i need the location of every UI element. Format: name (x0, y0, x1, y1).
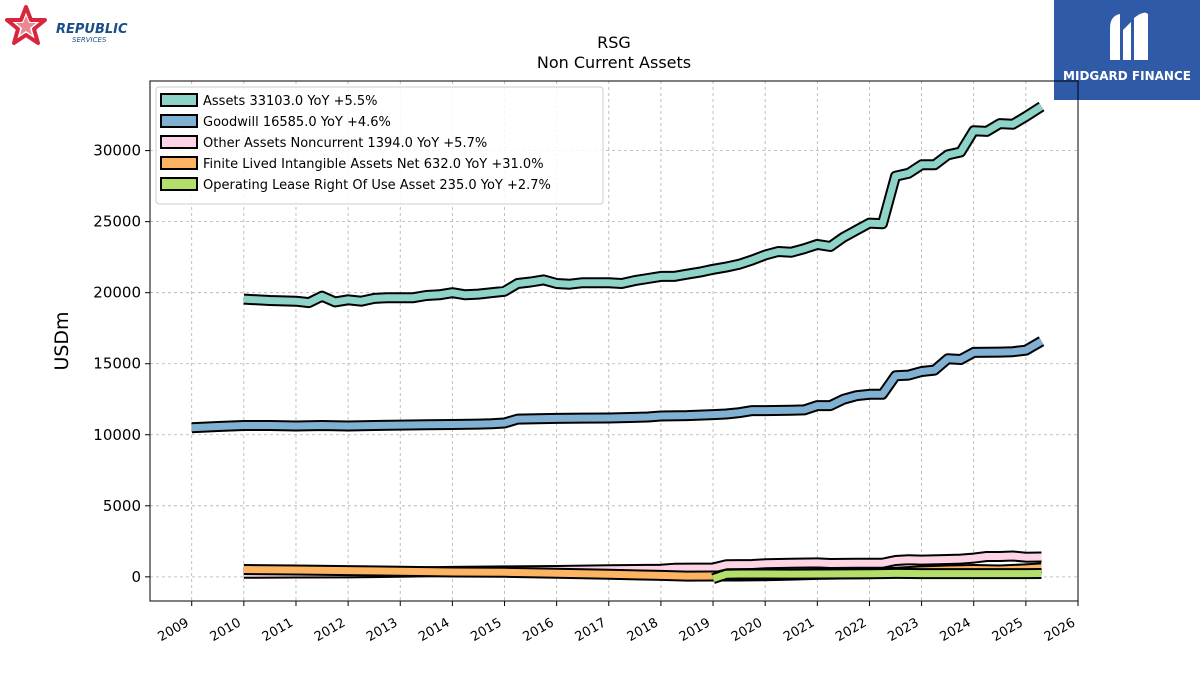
legend-swatch (160, 135, 198, 149)
republic-star-icon: REPUBLIC SERVICES (5, 5, 128, 45)
legend-swatch (160, 156, 198, 170)
legend-entry: Operating Lease Right Of Use Asset 235.0… (203, 178, 551, 193)
x-tick-label: 2015 (468, 615, 504, 645)
series-lines (191, 101, 1045, 584)
legend: Assets 33103.0 YoY +5.5% Goodwill 16585.0… (155, 86, 604, 205)
y-axis-label: USDm (51, 311, 73, 370)
x-tick-label: 2019 (677, 615, 713, 645)
legend-swatch (160, 177, 198, 191)
series-line (711, 569, 1042, 583)
plot-frame (149, 80, 1079, 602)
logo-text-services: SERVICES (72, 36, 107, 44)
chart-title: RSG (597, 33, 631, 52)
series-line (191, 338, 1044, 432)
chart-subtitle: Non Current Assets (537, 53, 691, 72)
y-tick-label: 5000 (103, 497, 141, 515)
y-tick-label: 20000 (93, 284, 141, 302)
x-tick-label: 2020 (729, 615, 765, 645)
x-tick-label: 2012 (312, 615, 348, 645)
x-tick-label: 2017 (573, 615, 609, 645)
legend-entry: Goodwill 16585.0 YoY +4.6% (203, 115, 391, 130)
legend-swatch (160, 114, 198, 128)
x-tick-label: 2016 (520, 615, 556, 645)
x-tick-label: 2010 (208, 615, 244, 645)
x-tick-label: 2026 (1042, 615, 1078, 645)
x-tick-label: 2022 (833, 615, 869, 645)
republic-services-logo: REPUBLIC SERVICES (4, 4, 154, 56)
y-tick-label: 25000 (93, 213, 141, 231)
x-tick-label: 2023 (885, 615, 921, 645)
x-tick-label: 2009 (156, 615, 192, 645)
y-tick-label: 10000 (93, 426, 141, 444)
y-tick-label: 30000 (93, 142, 141, 160)
x-tick-label: 2024 (938, 615, 974, 645)
midgard-m-icon: MIDGARD FINANCE (1063, 12, 1191, 83)
series-line (243, 103, 1044, 307)
logo-text-republic: REPUBLIC (56, 22, 128, 37)
x-tick-label: 2021 (781, 615, 817, 645)
legend-box (155, 86, 604, 205)
x-tick-label: 2025 (990, 615, 1026, 645)
x-tick-label: 2018 (625, 615, 661, 645)
logo-text-midgard: MIDGARD FINANCE (1063, 69, 1191, 83)
legend-swatch (160, 93, 198, 107)
x-tick-label: 2011 (260, 615, 296, 645)
legend-entry: Finite Lived Intangible Assets Net 632.0… (203, 157, 544, 172)
legend-entry: Assets 33103.0 YoY +5.5% (203, 94, 378, 109)
y-tick-label: 0 (131, 568, 141, 586)
x-tick-label: 2014 (416, 615, 452, 645)
x-tick-label: 2013 (364, 615, 400, 645)
y-tick-label: 15000 (93, 355, 141, 373)
legend-entry: Other Assets Noncurrent 1394.0 YoY +5.7% (203, 136, 487, 151)
